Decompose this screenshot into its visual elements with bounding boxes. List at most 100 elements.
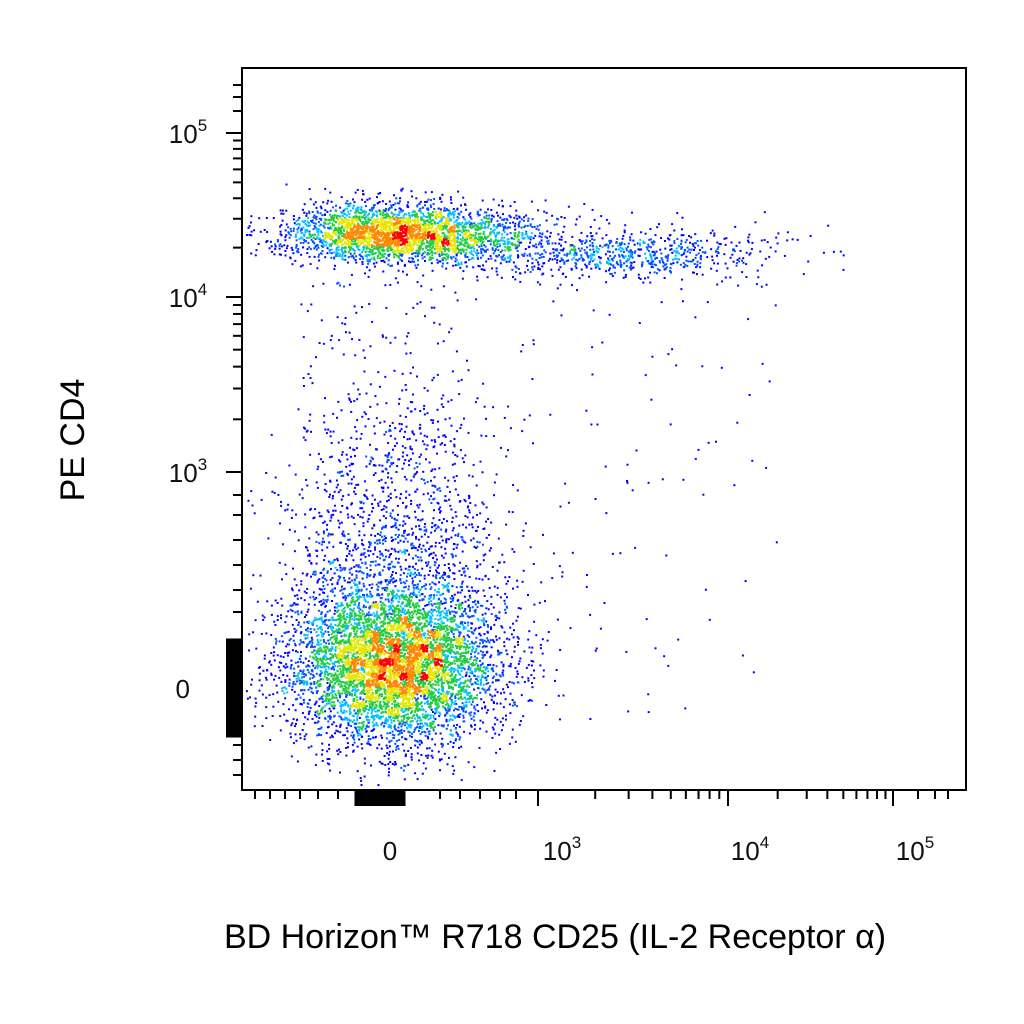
- event-dot: [292, 215, 295, 217]
- event-dot: [444, 530, 447, 533]
- event-dot: [589, 226, 592, 228]
- event-dot: [421, 705, 423, 708]
- event-dot: [361, 189, 364, 192]
- event-dot: [437, 436, 440, 439]
- event-dot: [287, 226, 290, 229]
- event-dot: [501, 233, 504, 236]
- event-dot: [417, 252, 419, 255]
- event-dot: [642, 241, 645, 244]
- event-dot: [355, 722, 357, 725]
- event-dot: [316, 624, 318, 627]
- event-dot: [360, 784, 363, 786]
- event-dot: [431, 484, 434, 487]
- event-dot: [309, 263, 312, 265]
- event-dot: [470, 252, 473, 255]
- event-dot: [353, 565, 356, 568]
- event-dot: [327, 199, 330, 202]
- event-dot: [476, 540, 479, 543]
- event-dot: [456, 207, 459, 210]
- event-dot: [435, 689, 438, 692]
- event-dot: [405, 388, 408, 391]
- event-dot: [421, 772, 424, 775]
- event-dot: [531, 226, 534, 228]
- event-dot: [387, 566, 390, 569]
- event-dot: [365, 588, 368, 591]
- event-dot: [647, 711, 650, 714]
- event-dot: [469, 609, 471, 612]
- event-dot: [502, 706, 505, 709]
- event-dot: [367, 262, 370, 265]
- event-dot: [418, 209, 421, 212]
- event-dot: [452, 527, 455, 530]
- event-dot: [503, 561, 506, 564]
- event-dot: [664, 240, 666, 242]
- event-dot: [527, 217, 530, 220]
- event-dot: [440, 613, 443, 616]
- event-dot: [485, 682, 488, 685]
- event-dot: [489, 663, 492, 666]
- event-dot: [436, 566, 439, 569]
- event-dot: [321, 742, 324, 745]
- event-dot: [268, 661, 271, 664]
- event-dot: [640, 263, 643, 266]
- event-dot: [630, 264, 633, 267]
- event-dot: [374, 472, 377, 475]
- event-dot: [372, 464, 375, 467]
- event-dot: [474, 589, 477, 592]
- event-dot: [783, 254, 786, 257]
- event-dot: [452, 264, 455, 267]
- event-dot: [495, 673, 498, 676]
- event-dot: [355, 574, 358, 577]
- event-dot: [342, 734, 345, 737]
- event-dot: [470, 703, 473, 706]
- event-dot: [471, 526, 474, 529]
- event-dot: [364, 216, 367, 219]
- event-dot: [493, 694, 496, 697]
- event-dot: [336, 581, 339, 584]
- event-dot: [388, 253, 391, 256]
- event-dot: [276, 615, 279, 618]
- event-dot: [326, 686, 329, 689]
- event-dot: [346, 207, 349, 210]
- event-dot: [356, 719, 359, 722]
- event-dot: [441, 442, 444, 445]
- event-dot: [424, 482, 427, 485]
- event-dot: [324, 613, 327, 616]
- event-dot: [500, 256, 503, 259]
- event-dot: [403, 475, 406, 478]
- event-dot: [474, 627, 477, 630]
- event-dot: [412, 594, 415, 597]
- event-dot: [286, 674, 289, 677]
- event-dot: [371, 457, 374, 460]
- event-dot: [623, 257, 626, 260]
- event-dot: [735, 262, 738, 265]
- event-dot: [439, 196, 442, 199]
- event-dot: [479, 604, 482, 607]
- event-dot: [564, 482, 567, 485]
- event-dot: [472, 266, 475, 269]
- event-dot: [493, 723, 496, 726]
- event-dot: [660, 257, 663, 260]
- event-dot: [391, 421, 394, 424]
- event-dot: [358, 393, 361, 396]
- event-dot: [531, 686, 534, 689]
- event-dot: [401, 736, 404, 739]
- event-dot: [304, 427, 307, 430]
- event-dot: [483, 639, 486, 642]
- event-dot: [495, 638, 498, 641]
- event-dot: [420, 478, 423, 480]
- event-dot: [634, 546, 637, 549]
- event-dot: [286, 665, 289, 668]
- event-dot: [437, 618, 440, 621]
- event-dot: [487, 687, 490, 690]
- event-dot: [471, 615, 474, 618]
- event-dot: [391, 730, 394, 733]
- event-dot: [388, 612, 391, 615]
- event-dot: [759, 250, 762, 253]
- event-dot: [368, 303, 371, 305]
- event-dot: [397, 733, 400, 736]
- event-dot: [542, 272, 545, 275]
- event-dot: [314, 201, 317, 204]
- event-dot: [480, 222, 483, 225]
- event-dot: [482, 641, 484, 644]
